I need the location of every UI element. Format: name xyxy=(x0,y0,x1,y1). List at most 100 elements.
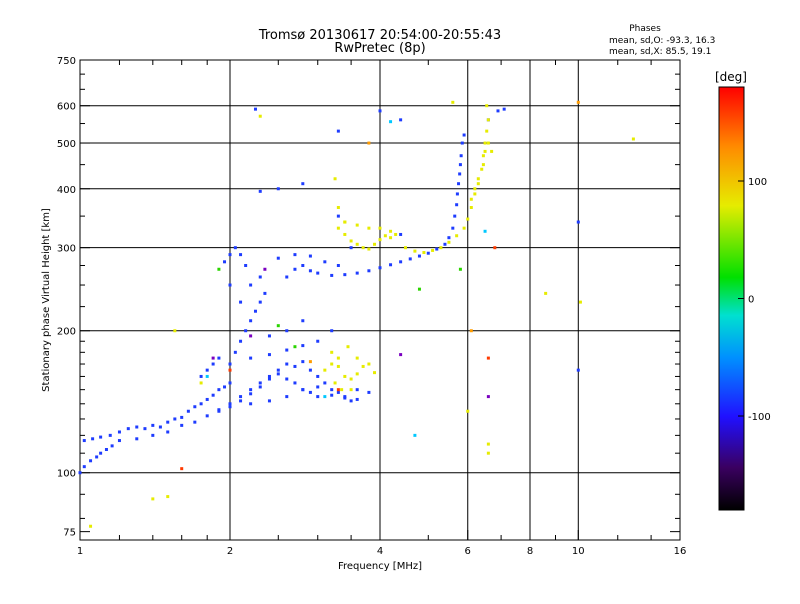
data-point xyxy=(457,182,461,186)
data-point xyxy=(143,427,147,431)
data-point xyxy=(343,220,347,224)
data-point xyxy=(486,451,490,455)
data-point xyxy=(576,100,580,104)
data-point xyxy=(336,388,340,392)
data-point xyxy=(301,388,305,392)
data-point xyxy=(483,149,487,153)
data-point xyxy=(336,214,340,218)
data-point xyxy=(455,234,459,238)
data-point xyxy=(199,402,203,406)
y-tick-label: 300 xyxy=(57,244,76,255)
data-point xyxy=(576,368,580,372)
data-point xyxy=(486,442,490,446)
data-point xyxy=(439,246,443,250)
data-point xyxy=(173,329,177,333)
data-point xyxy=(631,137,635,141)
data-points xyxy=(78,100,635,528)
data-point xyxy=(355,271,359,275)
data-point xyxy=(466,217,470,221)
data-point xyxy=(223,260,227,264)
data-point xyxy=(455,203,459,207)
data-point xyxy=(166,430,170,434)
data-point xyxy=(378,109,382,113)
data-point xyxy=(301,319,305,323)
data-point xyxy=(249,392,253,396)
data-point xyxy=(343,396,347,400)
data-point xyxy=(158,425,162,429)
x-tick-label: 2 xyxy=(227,546,233,557)
data-point xyxy=(476,182,480,186)
y-tick-label: 75 xyxy=(63,528,76,539)
data-point xyxy=(343,232,347,236)
data-point xyxy=(490,149,494,153)
minor-ticks xyxy=(80,60,680,540)
data-point xyxy=(301,344,305,348)
data-point xyxy=(367,390,371,394)
data-point xyxy=(82,465,86,469)
data-point xyxy=(258,189,262,193)
data-point xyxy=(186,409,190,413)
x-axis-ticks: 1 2 4 6 8 10 16 xyxy=(77,530,687,557)
data-point xyxy=(330,388,334,392)
data-point xyxy=(349,246,353,250)
data-point xyxy=(267,374,271,378)
data-point xyxy=(293,381,297,385)
data-point xyxy=(267,353,271,357)
data-point xyxy=(166,420,170,424)
data-point xyxy=(417,287,421,291)
x-tick-label: 1 xyxy=(77,546,83,557)
colorbar-tick-label: 100 xyxy=(748,177,767,188)
data-point xyxy=(486,395,490,399)
colorbar-label: [deg] xyxy=(715,70,747,84)
data-point xyxy=(285,348,289,352)
data-point xyxy=(336,356,340,360)
data-point xyxy=(576,220,580,224)
x-tick-label: 8 xyxy=(527,546,533,557)
data-point xyxy=(462,226,466,230)
data-point xyxy=(151,423,155,427)
data-point xyxy=(117,430,121,434)
data-point xyxy=(336,129,340,133)
y-tick-label: 200 xyxy=(57,327,76,338)
y-gridlines xyxy=(80,105,680,474)
data-point xyxy=(258,381,262,385)
data-point xyxy=(451,100,455,104)
data-point xyxy=(399,260,403,264)
data-point xyxy=(473,192,477,196)
data-point xyxy=(330,329,334,333)
data-point xyxy=(473,187,477,191)
phase-annotation-heading: Phases xyxy=(629,24,661,34)
data-point xyxy=(480,167,484,171)
data-point xyxy=(308,360,312,364)
data-point xyxy=(308,269,312,273)
data-point xyxy=(301,264,305,268)
data-point xyxy=(228,368,232,372)
data-point xyxy=(258,385,262,389)
data-point xyxy=(493,246,497,250)
data-point xyxy=(263,291,267,295)
data-point xyxy=(399,118,403,122)
data-point xyxy=(486,141,490,145)
data-point xyxy=(180,423,184,427)
data-point xyxy=(361,364,365,368)
data-point xyxy=(544,291,548,295)
data-point xyxy=(330,362,334,366)
data-point xyxy=(336,364,340,368)
data-point xyxy=(481,163,485,167)
colorbar-tick-label: 0 xyxy=(748,295,754,306)
x-tick-label: 16 xyxy=(674,546,687,557)
data-point xyxy=(355,223,359,227)
data-point xyxy=(135,437,139,441)
data-point xyxy=(459,154,463,158)
data-point xyxy=(228,253,232,257)
data-point xyxy=(173,417,177,421)
data-point xyxy=(205,414,209,418)
data-point xyxy=(578,300,582,304)
data-point xyxy=(244,264,248,268)
data-point xyxy=(455,192,459,196)
y-tick-label: 600 xyxy=(57,102,76,113)
data-point xyxy=(496,109,500,113)
data-point xyxy=(211,356,215,360)
data-point xyxy=(453,214,457,218)
data-point xyxy=(316,271,320,275)
